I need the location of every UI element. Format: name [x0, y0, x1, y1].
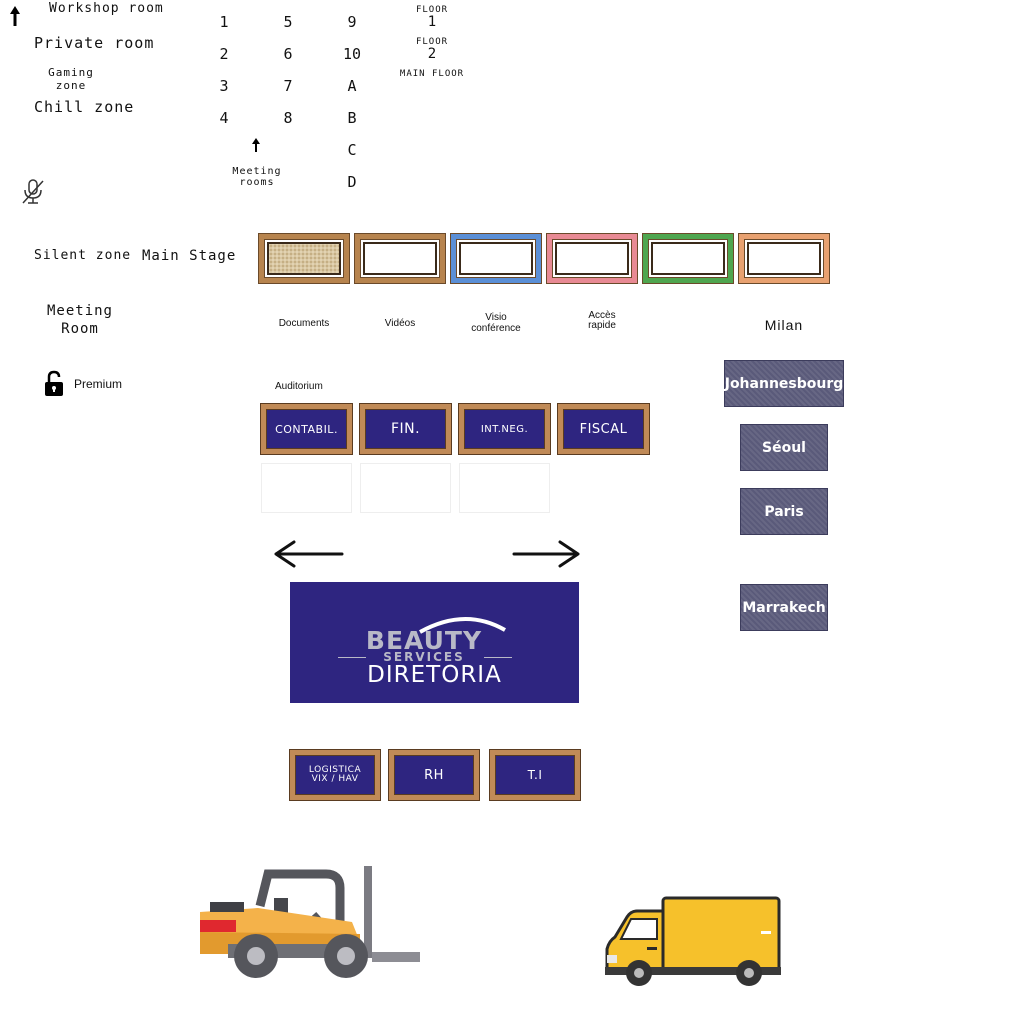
auditorium-label[interactable]: Auditorium — [275, 381, 323, 392]
room-2[interactable]: 2 — [219, 45, 229, 63]
room-a[interactable]: A — [347, 77, 357, 95]
main-stage-link[interactable]: Main Stage — [142, 248, 237, 264]
swoosh-graphic — [419, 617, 506, 634]
johannesbourg-button[interactable]: Johannesbourg — [724, 360, 844, 407]
paris-button[interactable]: Paris — [740, 488, 828, 535]
main-floor-link[interactable]: MAIN FLOOR — [399, 69, 465, 79]
floor-1-link[interactable]: 1 — [427, 14, 437, 30]
meeting-room-link[interactable]: Meeting Room — [46, 303, 113, 337]
documents-frame[interactable] — [355, 234, 445, 283]
empty-slot-1 — [261, 463, 352, 513]
room-4[interactable]: 4 — [219, 109, 229, 127]
acces-frame[interactable] — [643, 234, 733, 283]
brand-logo-text: BEAUTY — [365, 626, 483, 655]
ti-button[interactable]: T.I — [490, 750, 580, 800]
documents-label[interactable]: Documents — [278, 318, 330, 329]
microphone-off-icon[interactable] — [20, 178, 46, 211]
fiscal-button[interactable]: FISCAL — [558, 404, 649, 454]
workshop-room-link[interactable]: Workshop room — [49, 1, 164, 16]
intneg-button[interactable]: INT.NEG. — [459, 404, 550, 454]
lock-open-icon[interactable] — [43, 370, 65, 403]
marrakech-button[interactable]: Marrakech — [740, 584, 828, 631]
forklift-icon[interactable] — [198, 862, 424, 983]
videos-frame[interactable] — [451, 234, 541, 283]
contabil-button[interactable]: CONTABIL. — [261, 404, 352, 454]
room-6[interactable]: 6 — [283, 45, 293, 63]
arrow-up-icon[interactable] — [7, 4, 23, 33]
room-10[interactable]: 10 — [342, 45, 362, 63]
room-8[interactable]: 8 — [283, 109, 293, 127]
milan-label[interactable]: Milan — [764, 317, 804, 333]
private-room-link[interactable]: Private room — [34, 34, 155, 52]
room-b[interactable]: B — [347, 109, 357, 127]
services-line-left — [338, 657, 366, 658]
floor-2-label: FLOOR — [415, 37, 449, 47]
truck-icon[interactable] — [603, 895, 783, 992]
main-stage-frame[interactable] — [259, 234, 349, 283]
room-3[interactable]: 3 — [219, 77, 229, 95]
room-1[interactable]: 1 — [219, 13, 229, 31]
empty-slot-3 — [459, 463, 550, 513]
acces-label[interactable]: Accès rapide — [588, 310, 616, 331]
services-text: SERVICES — [383, 650, 465, 664]
room-c[interactable]: C — [347, 141, 357, 159]
extra-frame[interactable] — [739, 234, 829, 283]
room-d[interactable]: D — [347, 173, 357, 191]
room-5[interactable]: 5 — [283, 13, 293, 31]
services-line-right — [484, 657, 512, 658]
diretoria-banner[interactable]: BEAUTY SERVICES DIRETORIA — [290, 582, 579, 703]
empty-slot-2 — [360, 463, 451, 513]
floor-2-link[interactable]: 2 — [427, 46, 437, 62]
arrow-right-icon[interactable] — [510, 538, 584, 575]
visio-frame[interactable] — [547, 234, 637, 283]
rh-button[interactable]: RH — [389, 750, 479, 800]
gaming-zone-link[interactable]: Gaming zone — [48, 66, 94, 92]
visio-label[interactable]: Visio conférence — [471, 312, 521, 334]
chill-zone-link[interactable]: Chill zone — [34, 98, 135, 116]
premium-label[interactable]: Premium — [74, 377, 123, 391]
diretoria-text: DIRETORIA — [367, 662, 502, 688]
arrow-left-icon[interactable] — [272, 538, 346, 575]
meeting-rooms-label: Meeting rooms — [232, 166, 282, 188]
fin-button[interactable]: FIN. — [360, 404, 451, 454]
room-7[interactable]: 7 — [283, 77, 293, 95]
floor-1-label: FLOOR — [415, 5, 449, 15]
arrow-up-small-icon[interactable] — [250, 137, 262, 158]
logistica-button[interactable]: LOGISTICA VIX / HAV — [290, 750, 380, 800]
room-9[interactable]: 9 — [347, 13, 357, 31]
silent-zone-link[interactable]: Silent zone — [34, 248, 132, 263]
videos-label[interactable]: Vidéos — [384, 318, 416, 329]
seoul-button[interactable]: Séoul — [740, 424, 828, 471]
